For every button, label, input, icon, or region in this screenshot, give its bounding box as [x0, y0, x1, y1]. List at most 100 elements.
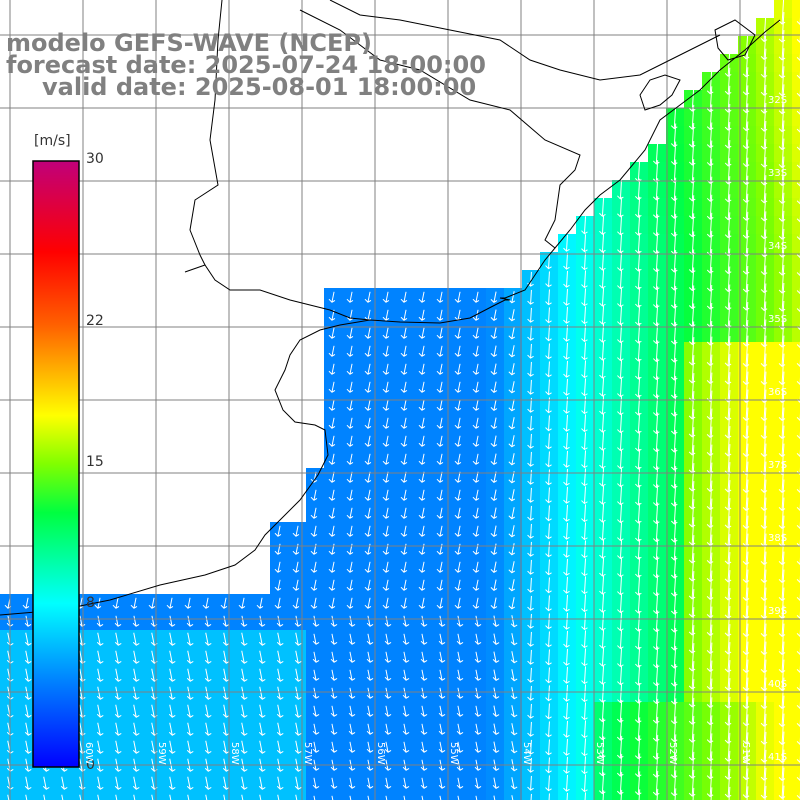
wind-arrow	[292, 525, 300, 537]
wind-arrow	[617, 611, 624, 632]
wind-arrow	[527, 505, 534, 521]
wind-arrow	[710, 787, 713, 800]
wind-arrow	[598, 700, 606, 723]
wind-arrow	[132, 776, 140, 790]
wind-arrow	[563, 468, 570, 486]
wind-arrow	[742, 696, 750, 727]
wind-arrow	[472, 399, 480, 411]
wind-arrow	[256, 597, 264, 609]
wind-arrow	[760, 587, 768, 619]
wind-arrow	[385, 795, 388, 800]
wind-arrow	[436, 507, 444, 519]
wind-arrow	[581, 720, 588, 739]
wind-arrow	[652, 196, 660, 219]
wind-arrow	[670, 123, 678, 148]
wind-arrow	[294, 615, 302, 627]
wind-arrow	[418, 417, 426, 429]
wind-cell	[288, 792, 306, 800]
wind-arrow	[310, 579, 318, 591]
wind-arrow	[674, 788, 677, 800]
wind-arrow	[527, 433, 534, 449]
wind-arrow	[670, 681, 678, 705]
wind-arrow	[581, 270, 588, 289]
wind-arrow	[617, 683, 624, 704]
colorbar-tick-label: 0	[86, 757, 95, 773]
wind-arrow	[563, 612, 570, 630]
wind-arrow	[760, 407, 768, 439]
wind-arrow	[796, 791, 800, 799]
wind-arrow	[563, 342, 570, 360]
wind-arrow	[330, 741, 338, 753]
wind-arrow	[724, 768, 732, 798]
wind-arrow	[724, 534, 732, 565]
wind-arrow	[114, 615, 122, 627]
wind-arrow	[96, 776, 104, 790]
wind-arrow	[348, 687, 356, 699]
wind-arrow	[366, 705, 374, 717]
wind-arrow	[312, 741, 320, 753]
wind-arrow	[330, 615, 338, 627]
wind-arrow	[312, 777, 320, 789]
wind-arrow	[545, 379, 552, 396]
wind-arrow	[545, 325, 552, 342]
wind-arrow	[364, 327, 372, 339]
wind-arrow	[652, 448, 660, 471]
wind-arrow	[796, 143, 800, 151]
wind-arrow	[670, 267, 678, 291]
wind-arrow	[545, 685, 552, 702]
wind-arrow	[670, 698, 678, 725]
wind-arrow	[382, 507, 390, 519]
wind-arrow	[599, 233, 606, 253]
wind-arrow	[617, 341, 624, 362]
wind-arrow	[688, 337, 696, 366]
wind-arrow	[796, 323, 800, 331]
wind-cell	[792, 180, 800, 198]
wind-arrow	[418, 381, 426, 393]
wind-arrow	[42, 776, 50, 790]
wind-arrow	[382, 435, 390, 447]
wind-arrow	[670, 573, 678, 597]
wind-arrow	[599, 575, 606, 595]
wind-arrow	[348, 615, 356, 627]
wind-arrow	[527, 595, 534, 611]
wind-arrow	[724, 462, 732, 493]
wind-arrow	[456, 651, 464, 663]
wind-arrow	[436, 453, 444, 465]
wind-arrow	[760, 569, 768, 601]
wind-arrow	[527, 343, 534, 359]
wind-arrow	[796, 593, 800, 601]
wind-arrow	[635, 466, 642, 488]
wind-arrow	[24, 632, 32, 646]
wind-arrow	[635, 646, 642, 668]
wind-arrow	[670, 591, 678, 615]
wind-arrow	[94, 597, 102, 609]
wind-arrow	[652, 430, 660, 453]
wind-arrow	[635, 376, 642, 398]
wind-arrow	[670, 645, 678, 669]
wind-arrow	[454, 381, 462, 393]
wind-arrow	[186, 686, 194, 700]
wind-arrow	[778, 318, 786, 348]
wind-arrow	[688, 589, 696, 618]
wind-arrow	[418, 453, 426, 465]
wind-arrow	[508, 561, 516, 574]
latitude-label: 40S	[768, 679, 788, 690]
wind-cell	[792, 504, 800, 522]
wind-arrow	[599, 683, 606, 703]
wind-arrow	[778, 246, 786, 276]
wind-arrow	[742, 587, 750, 619]
wind-arrow	[490, 345, 498, 357]
wind-arrow	[22, 597, 30, 609]
wind-arrow	[475, 795, 478, 800]
wind-arrow	[78, 704, 86, 718]
wind-arrow	[724, 696, 732, 726]
wind-arrow	[382, 579, 390, 591]
wind-arrow	[436, 381, 444, 393]
wind-arrow	[760, 265, 768, 294]
wind-arrow	[599, 485, 606, 505]
wind-arrow	[760, 677, 768, 709]
wind-arrow	[652, 770, 660, 796]
wind-arrow	[276, 632, 284, 646]
wind-arrow	[652, 716, 660, 742]
wind-arrow	[97, 794, 100, 800]
